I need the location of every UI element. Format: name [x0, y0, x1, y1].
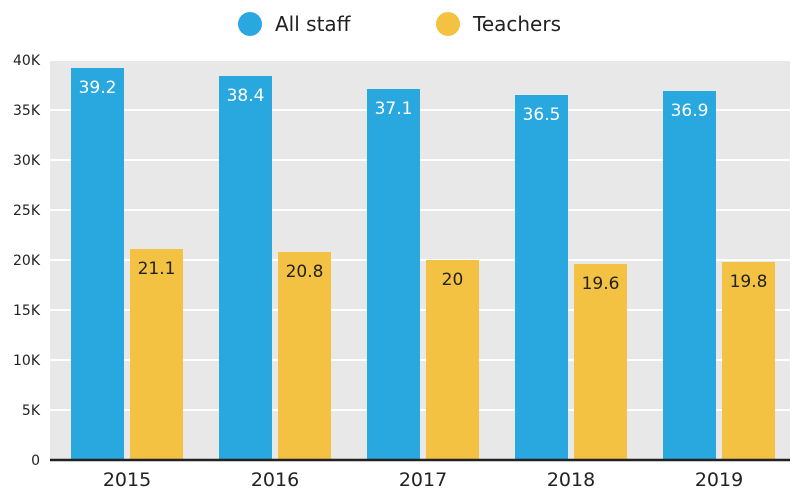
x-tick-label: 2017: [399, 469, 447, 491]
x-tick-label: 2018: [547, 469, 595, 491]
data-label: 36.5: [523, 105, 561, 125]
y-tick-label: 25K: [13, 203, 41, 219]
data-label: 37.1: [375, 99, 413, 119]
bar-teachers: [574, 264, 627, 460]
y-tick-label: 5K: [22, 403, 41, 419]
legend-marker: [238, 12, 262, 36]
bar-all-staff: [663, 91, 716, 460]
data-label: 20: [442, 270, 464, 290]
bar-teachers: [722, 262, 775, 460]
y-tick-label: 20K: [13, 253, 41, 269]
legend-label: Teachers: [472, 12, 561, 36]
x-tick-label: 2016: [251, 469, 299, 491]
bar-all-staff: [515, 95, 568, 460]
y-tick-label: 15K: [13, 303, 41, 319]
legend-marker: [436, 12, 460, 36]
data-label: 19.6: [582, 274, 620, 294]
bar-all-staff: [219, 76, 272, 460]
bar-teachers: [278, 252, 331, 460]
x-tick-label: 2019: [695, 469, 743, 491]
data-label: 21.1: [138, 259, 176, 279]
data-label: 36.9: [671, 101, 709, 121]
y-tick-label: 30K: [13, 153, 41, 169]
legend-label: All staff: [275, 12, 352, 36]
y-tick-label: 40K: [13, 53, 41, 69]
data-label: 38.4: [227, 86, 265, 106]
bar-all-staff: [71, 68, 124, 460]
bar-all-staff: [367, 89, 420, 460]
data-label: 39.2: [79, 78, 117, 98]
data-label: 20.8: [286, 262, 324, 282]
bar-teachers: [426, 260, 479, 460]
x-tick-label: 2015: [103, 469, 151, 491]
data-label: 19.8: [730, 272, 768, 292]
y-tick-label: 10K: [13, 353, 41, 369]
bar-teachers: [130, 249, 183, 460]
y-tick-label: 35K: [13, 103, 41, 119]
y-tick-label: 0: [31, 453, 40, 469]
